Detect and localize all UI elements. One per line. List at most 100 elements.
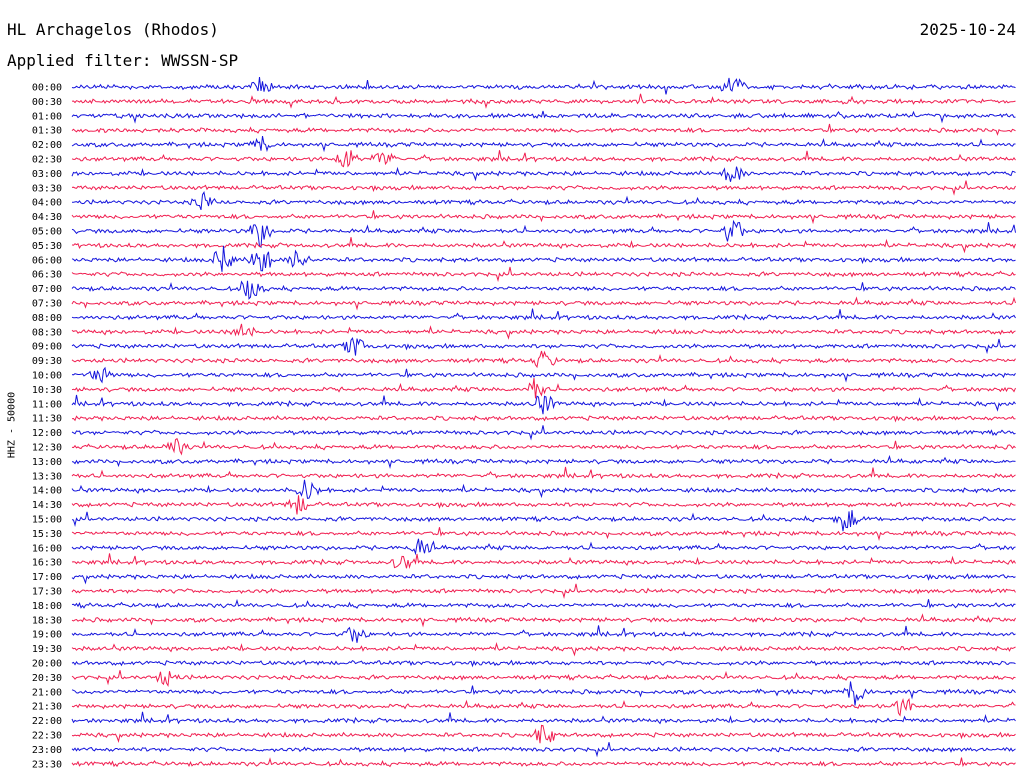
seismic-trace — [71, 538, 1016, 556]
row-time-label: 10:30 — [32, 385, 62, 396]
seismic-trace — [71, 166, 1016, 182]
seismic-trace — [71, 150, 1016, 168]
seismic-trace — [71, 136, 1016, 153]
seismic-trace — [71, 698, 1016, 717]
seismic-trace — [71, 210, 1016, 225]
row-time-label: 08:00 — [32, 313, 62, 324]
row-time-label: 08:30 — [32, 327, 62, 338]
seismic-trace — [71, 613, 1016, 628]
row-time-label: 20:30 — [32, 673, 62, 684]
row-time-label: 11:00 — [32, 399, 62, 410]
seismic-trace — [71, 425, 1016, 441]
row-time-label: 14:30 — [32, 500, 62, 511]
row-time-label: 05:00 — [32, 227, 62, 238]
seismic-trace — [71, 190, 1016, 211]
station-title: HL Archagelos (Rhodos) — [7, 20, 219, 39]
row-time-label: 05:30 — [32, 241, 62, 252]
row-time-label: 19:00 — [32, 630, 62, 641]
seismic-trace — [71, 266, 1016, 283]
row-time-label: 17:00 — [32, 572, 62, 583]
row-time-label: 09:30 — [32, 356, 62, 367]
seismic-trace — [71, 308, 1016, 322]
row-time-label: 23:00 — [32, 745, 62, 756]
seismic-trace — [71, 625, 1016, 643]
row-time-label: 15:30 — [32, 529, 62, 540]
seismic-trace — [71, 757, 1016, 768]
seismic-trace — [71, 742, 1016, 758]
seismic-trace — [71, 414, 1016, 423]
seismic-trace — [71, 527, 1016, 542]
row-time-label: 22:30 — [32, 731, 62, 742]
row-time-label: 06:30 — [32, 270, 62, 281]
row-time-label: 21:30 — [32, 702, 62, 713]
seismic-trace — [71, 237, 1016, 254]
seismic-trace — [71, 245, 1016, 272]
row-time-label: 03:00 — [32, 169, 62, 180]
seismic-trace — [71, 123, 1016, 136]
seismic-trace — [71, 378, 1016, 399]
seismic-trace — [71, 366, 1016, 384]
row-time-label: 00:30 — [32, 97, 62, 108]
seismic-trace — [71, 510, 1016, 532]
trace-rows: 00:00 00:30 01:00 01:30 02:00 02:30 03:00 03:30… — [32, 77, 1016, 770]
row-time-label: 14:00 — [32, 486, 62, 497]
row-time-label: 11:30 — [32, 414, 62, 425]
seismic-trace — [71, 670, 1016, 687]
row-time-label: 20:00 — [32, 659, 62, 670]
seismic-trace — [71, 350, 1016, 369]
seismic-trace — [71, 641, 1016, 657]
row-time-label: 12:00 — [32, 428, 62, 439]
row-time-label: 03:30 — [32, 183, 62, 194]
row-time-label: 06:00 — [32, 255, 62, 266]
seismic-trace — [71, 659, 1016, 668]
row-time-label: 16:00 — [32, 543, 62, 554]
row-time-label: 13:00 — [32, 457, 62, 468]
row-time-label: 15:00 — [32, 515, 62, 526]
row-time-label: 00:00 — [32, 83, 62, 94]
row-time-label: 21:00 — [32, 687, 62, 698]
seismic-trace — [71, 280, 1016, 300]
seismic-trace — [71, 93, 1016, 109]
seismic-trace — [71, 337, 1016, 356]
seismic-trace — [71, 573, 1016, 585]
row-time-label: 01:30 — [32, 126, 62, 137]
row-time-label: 10:00 — [32, 371, 62, 382]
seismic-trace — [71, 583, 1016, 599]
seismic-trace — [71, 479, 1016, 499]
seismic-trace — [71, 180, 1016, 196]
filter-label: Applied filter: WWSSN-SP — [7, 51, 239, 70]
seismic-trace — [71, 219, 1016, 249]
row-time-label: 19:30 — [32, 644, 62, 655]
seismic-trace — [71, 681, 1016, 706]
row-time-label: 18:30 — [32, 615, 62, 626]
seismic-trace — [71, 495, 1016, 515]
row-time-label: 02:00 — [32, 140, 62, 151]
seismic-trace — [71, 296, 1016, 311]
seismic-trace — [71, 724, 1016, 744]
row-time-label: 09:00 — [32, 342, 62, 353]
row-time-label: 04:30 — [32, 212, 62, 223]
seismic-trace — [71, 711, 1016, 725]
row-time-label: 07:30 — [32, 299, 62, 310]
row-time-label: 02:30 — [32, 155, 62, 166]
row-time-label: 07:00 — [32, 284, 62, 295]
seismic-trace — [71, 466, 1016, 480]
seismic-trace — [71, 437, 1016, 456]
row-time-label: 23:30 — [32, 759, 62, 770]
seismic-trace — [71, 553, 1016, 570]
row-time-label: 12:30 — [32, 443, 62, 454]
row-time-label: 13:30 — [32, 471, 62, 482]
seismic-trace — [71, 77, 1016, 95]
row-time-label: 22:00 — [32, 716, 62, 727]
row-time-label: 18:00 — [32, 601, 62, 612]
row-time-label: 01:00 — [32, 111, 62, 122]
date-label: 2025-10-24 — [919, 20, 1016, 39]
seismic-trace — [71, 454, 1016, 470]
seismic-trace — [71, 598, 1016, 609]
seismic-trace — [71, 323, 1016, 340]
seismic-trace — [71, 110, 1016, 124]
row-time-label: 04:00 — [32, 198, 62, 209]
row-time-label: 16:30 — [32, 558, 62, 569]
seismic-trace — [71, 394, 1016, 415]
